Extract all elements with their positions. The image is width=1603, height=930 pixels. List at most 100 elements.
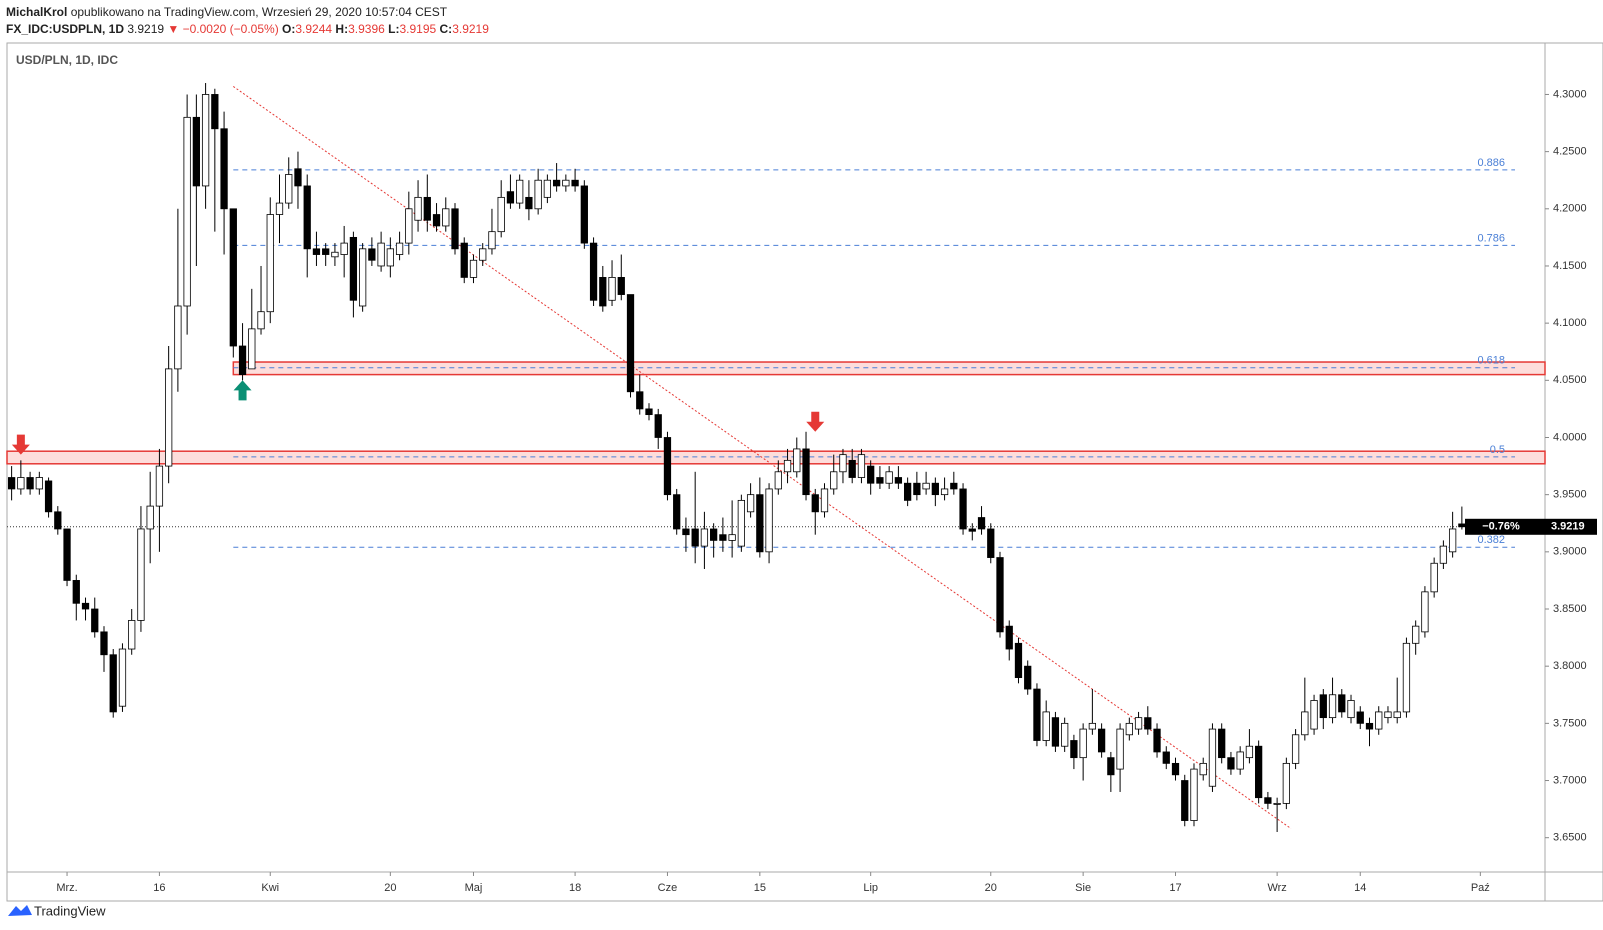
candle-body	[1061, 722, 1069, 747]
candle-body	[1319, 694, 1327, 719]
candle-body	[303, 185, 311, 250]
candle-body	[1375, 711, 1383, 730]
candle-body	[1421, 591, 1429, 633]
candle-body	[506, 191, 515, 204]
candle-body	[275, 202, 284, 215]
x-tick-label: 18	[569, 882, 581, 894]
x-tick-label: 17	[1169, 882, 1181, 894]
candle-body	[312, 248, 321, 255]
x-tick-label: 20	[985, 882, 997, 894]
y-tick-label: 3.8500	[1553, 603, 1587, 615]
candle-body	[710, 528, 718, 541]
candle-body	[238, 345, 247, 376]
candle-body	[571, 179, 579, 187]
arrow	[806, 411, 825, 432]
candle-body	[1107, 757, 1115, 776]
c-label: C:	[439, 22, 453, 36]
y-tick-label: 3.7000	[1553, 774, 1587, 786]
candle-body	[1236, 751, 1244, 770]
y-tick-label: 4.2000	[1553, 203, 1587, 215]
candle-body	[248, 328, 256, 370]
candle-body	[322, 248, 330, 255]
candle-body	[636, 391, 644, 410]
y-tick-label: 4.1500	[1553, 260, 1587, 272]
candle-body	[1024, 665, 1032, 690]
candle-body	[368, 248, 376, 261]
candle-body	[460, 242, 468, 278]
publish-line: MichalKrol opublikowano na TradingView.c…	[6, 5, 447, 19]
candle-body	[469, 259, 478, 278]
candle-body	[1199, 762, 1207, 776]
candle-body	[1255, 745, 1263, 799]
candle-body	[497, 196, 505, 233]
candle-body	[1005, 625, 1013, 650]
last-price: 3.9219	[1551, 521, 1585, 533]
candle-body	[1051, 717, 1060, 747]
candle-body	[1227, 757, 1235, 770]
candle-body	[1458, 523, 1466, 528]
candle-body	[432, 214, 441, 227]
y-tick-label: 3.9000	[1553, 546, 1587, 558]
candle-body	[534, 179, 542, 210]
candle-body	[81, 602, 90, 610]
fib-label: 0.382	[1477, 534, 1505, 546]
candle-body	[867, 465, 875, 484]
candle-body	[1245, 745, 1254, 759]
candle-body	[1218, 728, 1226, 759]
fib-label: 0.618	[1477, 355, 1505, 367]
candle-body	[479, 248, 487, 261]
candle-body	[1393, 711, 1401, 719]
candle-body	[922, 482, 930, 490]
last-change: −0.76%	[1482, 521, 1520, 533]
trendline	[233, 86, 1292, 829]
candle-body	[395, 242, 404, 255]
arrow	[233, 380, 252, 401]
candle-body	[7, 477, 16, 490]
candle-body	[691, 528, 699, 547]
zone	[6, 450, 1546, 465]
candle-body	[525, 196, 533, 210]
candle-body	[589, 242, 598, 301]
candle-body	[552, 179, 561, 187]
candle-body	[1264, 797, 1272, 804]
candle-body	[1402, 642, 1411, 713]
candle-body	[783, 459, 792, 473]
candle-body	[174, 305, 182, 370]
candle-body	[765, 488, 773, 553]
x-tick-label: 15	[754, 882, 766, 894]
l: 3.9195	[399, 22, 437, 36]
fib-label: 0.886	[1477, 157, 1505, 169]
arrow	[11, 434, 30, 455]
last-label-box	[1465, 518, 1545, 535]
x-tick-label: 14	[1354, 882, 1366, 894]
candle-body	[220, 128, 228, 210]
candle-body	[1134, 717, 1143, 730]
candle-body	[876, 477, 884, 484]
brand: TradingView	[34, 903, 106, 918]
candle-body	[377, 242, 385, 267]
candle-body	[17, 477, 25, 490]
candle-body	[359, 248, 367, 307]
o-label: O:	[282, 22, 296, 36]
candle-body	[405, 208, 413, 244]
l-label: L:	[388, 22, 400, 36]
candle-body	[423, 196, 431, 221]
candle-body	[183, 116, 191, 307]
candle-body	[1291, 734, 1300, 764]
candle-body	[617, 277, 625, 295]
candle-body	[109, 654, 117, 713]
last: 3.9219	[127, 22, 165, 36]
y-tick-label: 4.0000	[1553, 431, 1587, 443]
candle-body	[996, 557, 1004, 633]
candle-body	[737, 499, 745, 547]
x-tick-label: Lip	[863, 882, 878, 894]
candle-body	[1282, 762, 1290, 804]
candle-body	[1412, 625, 1420, 644]
y-tick-label: 3.7500	[1553, 717, 1587, 729]
candle-body	[1181, 780, 1189, 821]
candle-body	[451, 208, 459, 250]
candle-body	[959, 488, 967, 530]
candle-body	[793, 448, 801, 473]
frame	[6, 42, 1603, 902]
